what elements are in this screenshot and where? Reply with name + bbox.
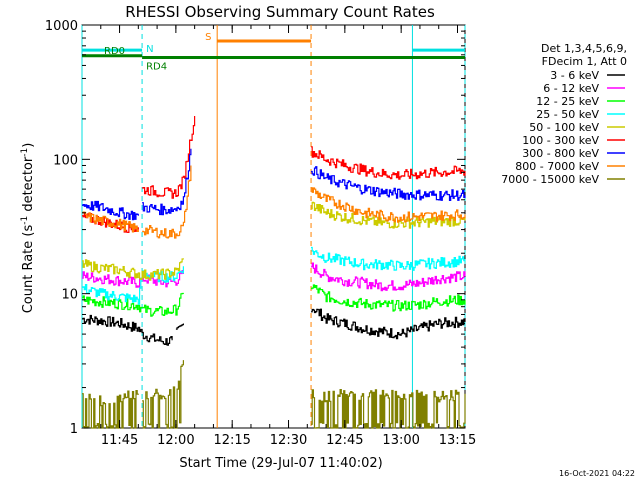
series-line-7-seg-2 xyxy=(311,187,466,223)
annotation-layer: N RD0 RD4 S xyxy=(82,32,465,72)
footer-timestamp: 16-Oct-2021 04:22 xyxy=(559,469,635,478)
x-tick-label-4: 12:45 xyxy=(326,433,363,448)
annotation-RD4-label: RD4 xyxy=(146,61,167,72)
x-tick-label-5: 13:00 xyxy=(382,433,419,448)
legend-header-1: FDecim 1, Att 0 xyxy=(542,55,627,68)
vertical-markers xyxy=(81,25,466,428)
series-line-4-seg-1 xyxy=(311,201,466,229)
legend-label-7: 800 - 7000 keV xyxy=(515,160,599,173)
legend-label-4: 50 - 100 keV xyxy=(529,121,599,134)
y-axis-label-sup2: -1 xyxy=(20,148,30,157)
legend-label-0: 3 - 6 keV xyxy=(550,69,599,82)
x-tick-label-0: 11:45 xyxy=(101,433,138,448)
legend-label-8: 7000 - 15000 keV xyxy=(501,173,599,186)
x-axis-label: Start Time (29-Jul-07 11:40:02) xyxy=(179,456,382,471)
y-tick-label-0: 1 xyxy=(70,422,78,437)
legend: Det 1,3,4,5,6,9,FDecim 1, Att 03 - 6 keV… xyxy=(501,42,627,186)
series-line-5-seg-2 xyxy=(311,146,466,180)
series-line-2-seg-1 xyxy=(311,284,466,312)
legend-label-1: 6 - 12 keV xyxy=(543,82,599,95)
x-tick-label-2: 12:15 xyxy=(213,433,250,448)
series-line-8-seg-2 xyxy=(311,389,466,429)
y-axis-label-end: ) xyxy=(21,143,36,148)
axes-layer: 11:45 12:00 12:15 12:30 12:45 13:00 13:15 1 10 10… xyxy=(45,19,476,448)
series-line-8-seg-0 xyxy=(82,390,139,429)
y-axis-label-mid: detector xyxy=(21,156,36,216)
series-line-2-seg-0 xyxy=(82,292,184,317)
series-line-6-seg-2 xyxy=(311,166,466,201)
annotation-N-label: N xyxy=(146,44,153,55)
annotation-S-label: S xyxy=(205,32,211,43)
x-tick-label-3: 12:30 xyxy=(270,433,307,448)
chart-title: RHESSI Observing Summary Count Rates xyxy=(125,3,435,21)
y-tick-label-2: 100 xyxy=(53,153,78,168)
series-line-3-seg-1 xyxy=(311,246,466,271)
series-layer xyxy=(82,116,466,429)
series-line-6-seg-0 xyxy=(82,200,139,221)
y-tick-label-3: 1000 xyxy=(45,19,78,34)
series-line-7-seg-0 xyxy=(82,211,139,233)
legend-label-3: 25 - 50 keV xyxy=(536,108,599,121)
series-line-5-seg-1 xyxy=(142,116,196,199)
series-line-6-seg-1 xyxy=(142,148,192,216)
annotation-RD0-label: RD0 xyxy=(104,46,125,57)
series-line-8-seg-1 xyxy=(142,360,184,429)
y-axis-label-main: Count Rate (s xyxy=(21,225,36,314)
series-line-0-seg-0 xyxy=(82,314,173,346)
x-tick-label-1: 12:00 xyxy=(157,433,194,448)
series-line-1-seg-0 xyxy=(82,270,184,288)
series-line-4-seg-0 xyxy=(82,258,184,281)
legend-label-2: 12 - 25 keV xyxy=(536,95,599,108)
x-tick-label-6: 13:15 xyxy=(439,433,476,448)
series-line-7-seg-1 xyxy=(142,165,192,239)
legend-label-5: 100 - 300 keV xyxy=(522,134,599,147)
series-line-0-seg-2 xyxy=(311,308,466,340)
y-tick-label-1: 10 xyxy=(61,288,78,303)
legend-label-6: 300 - 800 keV xyxy=(522,147,599,160)
series-line-0-seg-1 xyxy=(175,323,184,330)
series-line-1-seg-1 xyxy=(311,262,466,292)
legend-header-0: Det 1,3,4,5,6,9, xyxy=(541,42,627,55)
y-axis-label: Count Rate (s-1 detector-1) xyxy=(20,143,36,314)
y-axis-label-sup1: -1 xyxy=(20,216,30,225)
